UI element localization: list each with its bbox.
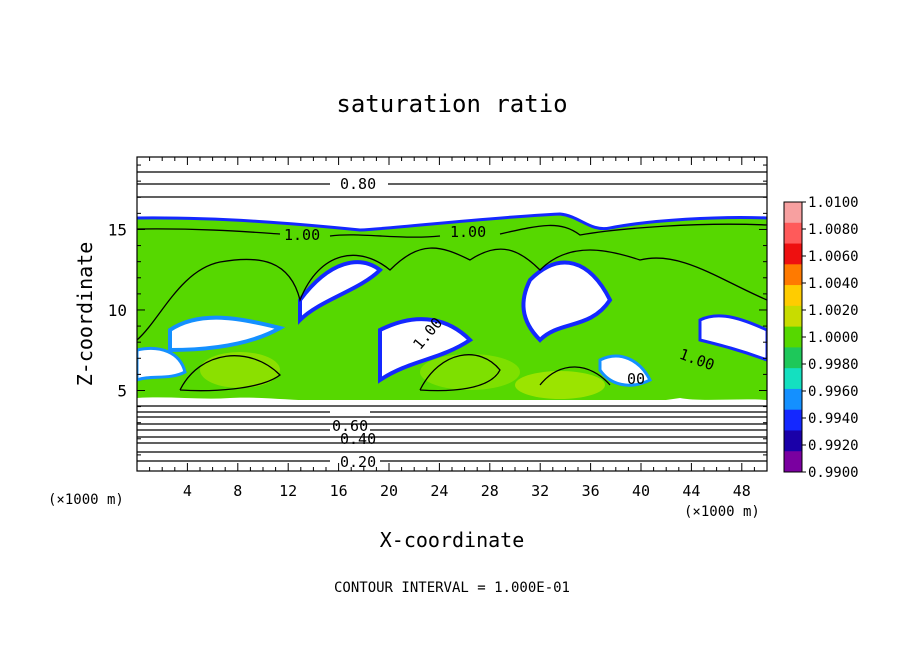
colorbar-swatch — [784, 285, 802, 307]
x-tick-label: 12 — [279, 482, 297, 500]
colorbar-swatch — [784, 326, 802, 348]
z-axis-label: Z-coordinate — [73, 242, 97, 387]
z-axis-ticks: 5 10 15 — [108, 164, 767, 456]
x-tick-label: 48 — [733, 482, 751, 500]
x-tick-label: 4 — [183, 482, 192, 500]
colorbar-label: 1.0020 — [808, 303, 859, 319]
colorbar-swatch — [784, 243, 802, 265]
colorbar-swatch — [784, 430, 802, 452]
dry-pocket — [378, 317, 474, 384]
dry-pocket — [521, 260, 613, 343]
contour-label: 0.40 — [340, 430, 376, 448]
colorbar-swatch — [784, 451, 802, 473]
x-units-label: (×1000 m) — [684, 504, 760, 520]
colorbar-swatch — [784, 347, 802, 369]
colorbar-swatch — [784, 409, 802, 431]
x-tick-label: 28 — [481, 482, 499, 500]
colorbar-label: 1.0040 — [808, 276, 859, 292]
colorbar-label: 0.9960 — [808, 384, 859, 400]
colorbar-label: 0.9900 — [808, 465, 859, 481]
x-tick-label: 20 — [380, 482, 398, 500]
colorbar-label: 0.9940 — [808, 411, 859, 427]
x-tick-label: 24 — [430, 482, 448, 500]
contour-label: 1.00 — [284, 226, 320, 244]
colorbar-label: 1.0080 — [808, 222, 859, 238]
contour-label: 0.20 — [340, 453, 376, 471]
colorbar-swatch — [784, 222, 802, 245]
x-axis-ticks: 4 8 12 16 20 24 28 32 36 40 44 48 — [149, 157, 755, 500]
dry-pocket — [137, 346, 187, 382]
contour-label: 00 — [627, 370, 645, 388]
colorbar-label: 0.9920 — [808, 438, 859, 454]
colorbar: 1.0100 1.0080 1.0060 1.0040 1.0020 1.0000 0.99… — [783, 195, 859, 481]
colorbar-swatch — [784, 368, 802, 390]
contour-label: 0.80 — [340, 175, 376, 193]
colorbar-swatch — [784, 305, 802, 328]
colorbar-label: 1.0060 — [808, 249, 859, 265]
colorbar-swatch — [784, 264, 802, 286]
dry-pocket — [698, 314, 767, 362]
x-axis-label: X-coordinate — [380, 528, 525, 552]
dry-pocket — [598, 354, 653, 387]
x-tick-label: 32 — [531, 482, 549, 500]
colorbar-label: 1.0100 — [808, 195, 859, 211]
x-tick-label: 44 — [682, 482, 700, 500]
contour-lines — [137, 171, 767, 462]
colorbar-label: 0.9980 — [808, 357, 859, 373]
dry-pocket — [298, 260, 384, 325]
z-tick-label: 15 — [108, 220, 127, 239]
colorbar-label: 1.0000 — [808, 330, 859, 346]
contour-interval-text: CONTOUR INTERVAL = 1.000E-01 — [334, 580, 570, 596]
z-units-label: (×1000 m) — [48, 492, 124, 508]
heatmap-field: 0.80 1.00 1.00 1.00 1.00 00 0.60 0.40 0.… — [137, 157, 767, 471]
dry-pocket — [168, 315, 286, 353]
contour-label: 0.60 — [332, 417, 368, 435]
x-tick-label: 8 — [233, 482, 242, 500]
z-tick-label: 10 — [108, 301, 127, 320]
colorbar-swatch — [784, 202, 802, 224]
chart-title: saturation ratio — [336, 90, 567, 118]
contour-label: 1.00 — [450, 223, 486, 241]
x-tick-label: 40 — [632, 482, 650, 500]
x-tick-label: 16 — [330, 482, 348, 500]
colorbar-swatch — [784, 388, 802, 411]
z-tick-label: 5 — [117, 381, 127, 400]
x-tick-label: 36 — [582, 482, 600, 500]
